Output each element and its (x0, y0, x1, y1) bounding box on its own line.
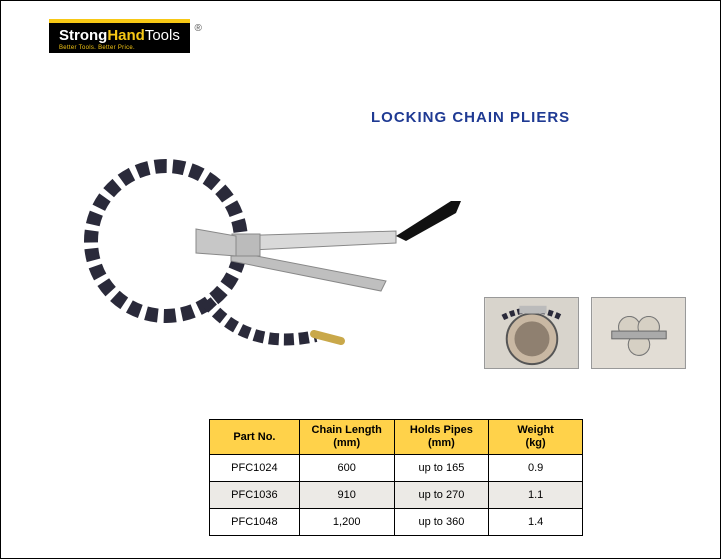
cell-part: PFC1036 (210, 482, 300, 509)
logo-box: StrongHandTools Better Tools. Better Pri… (49, 19, 190, 53)
specs-table-el: Part No. Chain Length(mm) Holds Pipes(mm… (209, 419, 583, 536)
col-weight-label: Weight(kg) (517, 424, 553, 449)
col-weight: Weight(kg) (489, 420, 583, 455)
product-title: LOCKING CHAIN PLIERS (371, 109, 570, 126)
brand-logo: StrongHandTools Better Tools. Better Pri… (49, 19, 190, 54)
col-pipes: Holds Pipes(mm) (394, 420, 489, 455)
cell-part: PFC1024 (210, 455, 300, 482)
product-image (56, 141, 476, 371)
cell-pipes: up to 360 (394, 509, 489, 536)
registered-mark: ® (194, 23, 201, 34)
logo-tagline: Better Tools. Better Price. (59, 45, 180, 51)
col-chain-label: Chain Length(mm) (312, 424, 382, 449)
col-part-label: Part No. (233, 431, 275, 443)
cell-pipes: up to 165 (394, 455, 489, 482)
table-row: PFC1048 1,200 up to 360 1.4 (210, 509, 583, 536)
col-chain: Chain Length(mm) (299, 420, 394, 455)
cell-weight: 0.9 (489, 455, 583, 482)
logo-text: StrongHandTools (59, 27, 180, 44)
cell-weight: 1.1 (489, 482, 583, 509)
table-row: PFC1036 910 up to 270 1.1 (210, 482, 583, 509)
cell-weight: 1.4 (489, 509, 583, 536)
cell-part: PFC1048 (210, 509, 300, 536)
thumbnail-bundle (591, 297, 686, 369)
cell-chain: 600 (299, 455, 394, 482)
specs-table: Part No. Chain Length(mm) Holds Pipes(mm… (209, 419, 583, 536)
table-row: PFC1024 600 up to 165 0.9 (210, 455, 583, 482)
col-part: Part No. (210, 420, 300, 455)
thumbnail-pipe (484, 297, 579, 369)
logo-part1: Strong (59, 27, 107, 44)
cell-chain: 1,200 (299, 509, 394, 536)
logo-part2: Hand (107, 27, 145, 44)
cell-chain: 910 (299, 482, 394, 509)
col-pipes-label: Holds Pipes(mm) (410, 424, 473, 449)
logo-part3: Tools (145, 27, 180, 44)
table-header-row: Part No. Chain Length(mm) Holds Pipes(mm… (210, 420, 583, 455)
cell-pipes: up to 270 (394, 482, 489, 509)
